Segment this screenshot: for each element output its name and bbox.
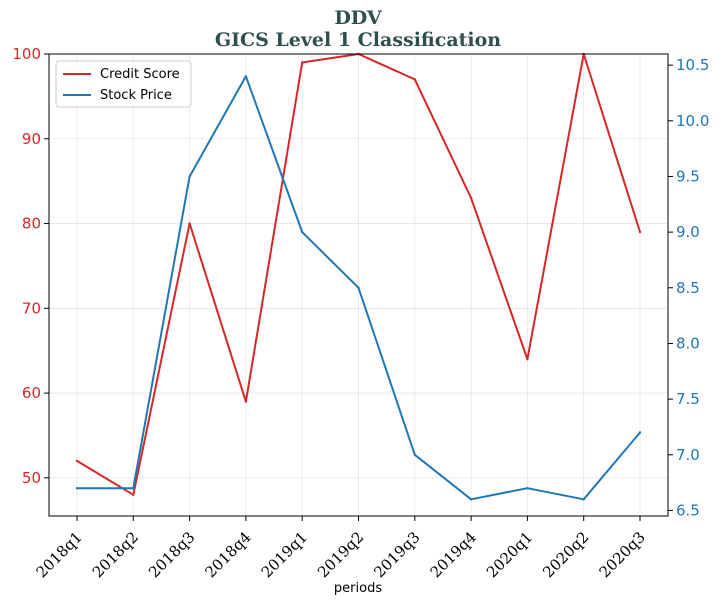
chart-title: DDV <box>334 7 383 29</box>
tick-label-x: 2018q2 <box>89 528 142 581</box>
data-point-stock-price <box>188 175 191 178</box>
tick-label-left: 100 <box>12 45 41 63</box>
tick-label-right: 8.5 <box>676 279 700 297</box>
tick-label-x: 2019q4 <box>427 528 480 581</box>
tick-label-left: 70 <box>22 299 41 317</box>
data-point-stock-price <box>301 230 304 234</box>
data-point-stock-price <box>582 498 585 501</box>
data-point-stock-price <box>526 486 529 490</box>
data-point-credit-score <box>469 196 473 200</box>
data-point-credit-score <box>526 357 529 361</box>
x-axis: 2018q1 2018q2 2018q3 2018q4 2019q1 2019q2 2019… <box>33 516 649 581</box>
chart-subtitle: GICS Level 1 Classification <box>215 29 501 51</box>
tick-label-right: 6.5 <box>676 501 700 519</box>
legend-label-stock-price: Stock Price <box>100 88 172 103</box>
data-point-credit-score <box>301 61 304 64</box>
tick-label-right: 7.5 <box>676 390 700 408</box>
left-axis: 50 60 70 80 90 100 <box>12 45 49 487</box>
data-point-credit-score <box>638 230 642 234</box>
tick-label-right: 8.0 <box>676 334 700 352</box>
tick-label-x: 2019q3 <box>370 528 423 581</box>
tick-label-x: 2019q1 <box>258 528 311 581</box>
legend-label-credit-score: Credit Score <box>100 67 180 82</box>
data-point-stock-price <box>132 486 135 490</box>
tick-label-left: 60 <box>22 384 41 402</box>
tick-label-x: 2018q1 <box>33 528 86 581</box>
tick-label-x: 2018q4 <box>201 528 254 581</box>
tick-label-right: 9.5 <box>676 167 700 185</box>
data-point-credit-score <box>132 493 135 497</box>
data-point-credit-score <box>244 400 248 403</box>
tick-label-x: 2020q1 <box>483 528 536 581</box>
legend: Credit Score Stock Price <box>55 60 192 108</box>
tick-label-left: 80 <box>22 215 41 233</box>
tick-label-left: 90 <box>22 130 41 148</box>
grid-lines <box>49 53 668 516</box>
tick-label-right: 9.0 <box>676 223 700 241</box>
tick-label-right: 10.5 <box>676 56 709 74</box>
tick-label-x: 2020q3 <box>596 528 649 581</box>
data-point-credit-score <box>413 78 416 81</box>
right-axis: 6.5 7.0 7.5 8.0 8.5 9.0 9.5 10.0 10.5 <box>668 56 709 519</box>
data-point-stock-price <box>244 75 248 78</box>
tick-label-left: 50 <box>22 469 41 487</box>
data-point-credit-score <box>188 222 191 225</box>
tick-label-x: 2018q3 <box>145 528 198 581</box>
data-point-stock-price <box>357 286 360 289</box>
data-point-stock-price <box>469 498 473 501</box>
tick-label-x: 2019q2 <box>314 528 367 581</box>
x-axis-label: periods <box>334 581 382 596</box>
data-point-stock-price <box>413 453 416 456</box>
tick-label-x: 2020q2 <box>539 528 592 581</box>
data-point-stock-price <box>75 486 79 490</box>
tick-label-right: 10.0 <box>676 112 709 130</box>
tick-label-right: 7.0 <box>676 446 700 464</box>
data-point-stock-price <box>638 431 642 434</box>
data-point-credit-score <box>75 459 79 463</box>
